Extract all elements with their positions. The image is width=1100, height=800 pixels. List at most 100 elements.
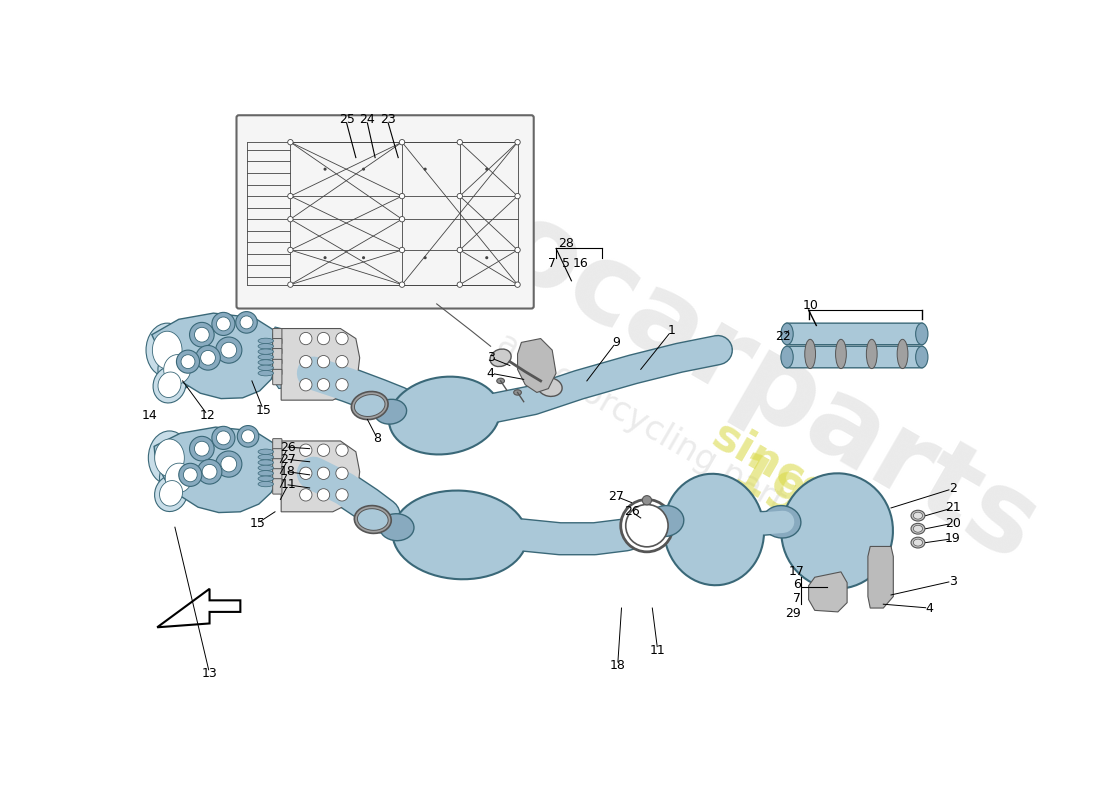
Circle shape <box>196 346 220 370</box>
Ellipse shape <box>258 482 274 486</box>
Ellipse shape <box>155 439 185 477</box>
Ellipse shape <box>538 378 562 397</box>
Ellipse shape <box>354 394 385 417</box>
Ellipse shape <box>805 339 815 369</box>
Ellipse shape <box>898 339 907 369</box>
Circle shape <box>197 459 222 484</box>
Text: 11: 11 <box>280 478 296 491</box>
Ellipse shape <box>258 360 274 365</box>
Circle shape <box>200 350 216 365</box>
FancyBboxPatch shape <box>784 323 924 345</box>
Text: eurocarparts: eurocarparts <box>301 86 1057 583</box>
Polygon shape <box>157 589 241 627</box>
Text: 26: 26 <box>280 441 296 454</box>
Text: 7: 7 <box>548 258 557 270</box>
Ellipse shape <box>781 346 793 368</box>
Text: 26: 26 <box>624 506 639 518</box>
Ellipse shape <box>514 390 521 395</box>
Ellipse shape <box>351 391 388 419</box>
Ellipse shape <box>867 339 877 369</box>
Ellipse shape <box>258 354 274 360</box>
Text: 1985: 1985 <box>722 449 876 567</box>
Polygon shape <box>808 572 847 612</box>
Ellipse shape <box>258 470 274 476</box>
Circle shape <box>317 355 330 368</box>
Text: 5: 5 <box>562 258 570 270</box>
Ellipse shape <box>915 346 928 368</box>
FancyBboxPatch shape <box>784 346 924 368</box>
Polygon shape <box>282 329 360 400</box>
Ellipse shape <box>164 354 190 384</box>
Circle shape <box>195 327 209 342</box>
Ellipse shape <box>258 466 274 470</box>
Ellipse shape <box>160 457 198 499</box>
Circle shape <box>221 342 236 358</box>
Text: 25: 25 <box>339 113 354 126</box>
Text: 3: 3 <box>486 351 495 364</box>
Ellipse shape <box>153 331 182 369</box>
FancyBboxPatch shape <box>273 438 282 454</box>
Ellipse shape <box>374 399 407 424</box>
Ellipse shape <box>626 505 668 547</box>
Circle shape <box>485 256 488 259</box>
Text: 13: 13 <box>201 667 218 680</box>
Ellipse shape <box>911 538 925 548</box>
Circle shape <box>336 332 349 345</box>
Ellipse shape <box>911 510 925 521</box>
Circle shape <box>288 217 293 222</box>
Text: 16: 16 <box>573 258 588 270</box>
Circle shape <box>399 139 405 145</box>
Circle shape <box>299 332 312 345</box>
FancyBboxPatch shape <box>236 115 534 309</box>
Circle shape <box>515 282 520 287</box>
Polygon shape <box>868 546 893 608</box>
Ellipse shape <box>165 463 192 493</box>
Circle shape <box>216 337 242 363</box>
Circle shape <box>424 168 427 170</box>
Circle shape <box>399 217 405 222</box>
Ellipse shape <box>762 506 801 538</box>
Text: 21: 21 <box>945 502 960 514</box>
Circle shape <box>317 444 330 456</box>
Circle shape <box>515 194 520 198</box>
Circle shape <box>362 168 365 170</box>
Circle shape <box>399 247 405 253</box>
Ellipse shape <box>258 449 274 454</box>
Ellipse shape <box>913 526 923 532</box>
Text: 7: 7 <box>793 591 801 605</box>
Ellipse shape <box>913 512 923 519</box>
Text: 15: 15 <box>255 404 272 417</box>
Circle shape <box>458 139 462 145</box>
Circle shape <box>336 444 349 456</box>
Text: 29: 29 <box>785 607 801 620</box>
Polygon shape <box>154 427 280 513</box>
Circle shape <box>336 355 349 368</box>
Ellipse shape <box>258 370 274 376</box>
Circle shape <box>212 312 235 335</box>
Ellipse shape <box>155 475 187 511</box>
Text: 22: 22 <box>776 330 791 342</box>
Circle shape <box>323 168 327 170</box>
Ellipse shape <box>258 476 274 482</box>
Ellipse shape <box>258 343 274 349</box>
Ellipse shape <box>146 323 188 377</box>
Circle shape <box>202 464 217 479</box>
Circle shape <box>362 256 365 259</box>
Circle shape <box>299 355 312 368</box>
Circle shape <box>317 489 330 501</box>
Polygon shape <box>517 338 556 393</box>
Circle shape <box>458 282 462 287</box>
Text: 24: 24 <box>360 113 375 126</box>
Ellipse shape <box>258 454 274 460</box>
Text: 10: 10 <box>802 299 818 312</box>
FancyBboxPatch shape <box>273 478 282 494</box>
Ellipse shape <box>389 377 499 454</box>
Text: 27: 27 <box>608 490 624 503</box>
Text: 27: 27 <box>280 453 296 466</box>
Text: 1: 1 <box>668 324 675 338</box>
Circle shape <box>212 426 235 450</box>
Ellipse shape <box>153 366 186 403</box>
Text: 17: 17 <box>789 566 805 578</box>
Circle shape <box>217 431 230 445</box>
Ellipse shape <box>379 514 414 541</box>
